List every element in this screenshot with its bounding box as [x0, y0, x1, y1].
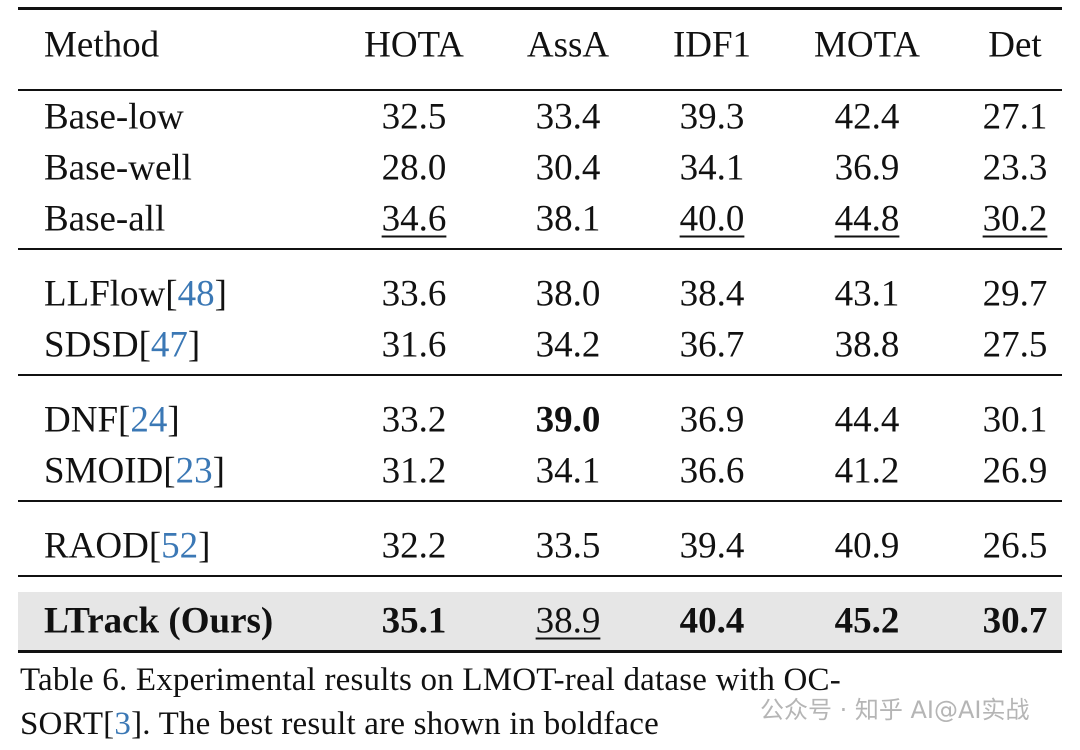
value-cell: 45.2 — [834, 600, 900, 642]
method-cell: Base-low — [44, 99, 184, 136]
value-cell: 36.9 — [679, 399, 745, 441]
value-cell: 38.1 — [535, 198, 601, 240]
value-cell: 27.1 — [982, 96, 1048, 138]
value-cell: 32.2 — [381, 525, 447, 567]
value-cell: 41.2 — [834, 450, 900, 492]
value-cell: 33.5 — [535, 525, 601, 567]
citation: 24 — [130, 399, 168, 441]
value-cell: 34.2 — [535, 324, 601, 366]
text-part: Base-well — [44, 147, 192, 189]
method-cell: RAOD[52] — [44, 528, 211, 565]
value-cell: 42.4 — [834, 96, 900, 138]
value-cell: 27.5 — [982, 324, 1048, 366]
caption-line: Table 6. Experimental results on LMOT-re… — [20, 662, 841, 699]
watermark: 公众号 · 知乎 AI@AI实战 — [760, 696, 1030, 724]
header-cell: HOTA — [364, 24, 464, 66]
text-part: ] — [187, 324, 201, 366]
bottom-rule — [18, 649, 1062, 653]
value-cell: 30.2 — [982, 198, 1048, 240]
value-cell: 33.2 — [381, 399, 447, 441]
value-cell: 40.9 — [834, 525, 900, 567]
value-cell: 31.2 — [381, 450, 447, 492]
citation: 48 — [177, 273, 215, 315]
text-part: SDSD[ — [44, 324, 151, 366]
text-part: ] — [214, 273, 227, 315]
value-cell: 23.3 — [982, 147, 1048, 189]
method-cell: DNF[24] — [44, 402, 180, 439]
method-cell: LTrack (Ours) — [44, 603, 273, 640]
group-rule — [18, 500, 1062, 502]
method-cell: Base-well — [44, 150, 192, 187]
header-cell: Method — [44, 24, 160, 66]
text-part: LTrack (Ours) — [44, 600, 274, 642]
value-cell: 39.4 — [679, 525, 745, 567]
header-cell: Det — [988, 24, 1042, 66]
header-rule — [18, 89, 1062, 91]
value-cell: 34.1 — [679, 147, 745, 189]
value-cell: 26.9 — [982, 450, 1048, 492]
value-cell: 40.0 — [679, 198, 745, 240]
value-cell: 44.8 — [834, 198, 900, 240]
value-cell: 32.5 — [381, 96, 447, 138]
citation: 52 — [161, 525, 199, 567]
value-cell: 36.6 — [679, 450, 745, 492]
value-cell: 31.6 — [381, 324, 447, 366]
method-cell: LLFlow[48] — [44, 276, 227, 313]
value-cell: 26.5 — [982, 525, 1048, 567]
text-part: Table 6. Experimental results on LMOT-re… — [20, 662, 841, 698]
value-cell: 38.8 — [834, 324, 900, 366]
value-cell: 43.1 — [834, 273, 900, 315]
citation: 3 — [114, 706, 132, 742]
text-part: ] — [198, 525, 211, 567]
text-part: SORT[ — [20, 706, 115, 742]
value-cell: 44.4 — [834, 399, 900, 441]
value-cell: 30.4 — [535, 147, 601, 189]
value-cell: 38.0 — [535, 273, 601, 315]
value-cell: 34.1 — [535, 450, 601, 492]
value-cell: 39.0 — [535, 399, 601, 441]
header-cell: AssA — [526, 24, 610, 66]
method-cell: Base-all — [44, 201, 165, 238]
text-part: ] — [212, 450, 225, 492]
text-part: LLFlow[ — [44, 273, 178, 315]
caption-line: SORT[3]. The best result are shown in bo… — [20, 706, 659, 743]
value-cell: 28.0 — [381, 147, 447, 189]
value-cell: 35.1 — [381, 600, 447, 642]
text-part: ] — [167, 399, 180, 441]
value-cell: 34.6 — [381, 198, 447, 240]
value-cell: 38.9 — [535, 600, 601, 642]
text-part: Base-low — [44, 96, 184, 138]
value-cell: 38.4 — [679, 273, 745, 315]
value-cell: 30.7 — [982, 600, 1048, 642]
text-part: ]. The best result are shown in boldface — [131, 706, 659, 742]
citation: 47 — [150, 324, 188, 366]
row-shade — [18, 592, 1062, 650]
value-cell: 36.9 — [834, 147, 900, 189]
group-rule — [18, 374, 1062, 376]
group-rule — [18, 575, 1062, 577]
value-cell: 36.7 — [679, 324, 745, 366]
header-cell: IDF1 — [672, 24, 752, 66]
value-cell: 39.3 — [679, 96, 745, 138]
value-cell: 29.7 — [982, 273, 1048, 315]
header-cell: MOTA — [814, 24, 920, 66]
text-part: DNF[ — [44, 399, 131, 441]
citation: 23 — [175, 450, 213, 492]
value-cell: 33.6 — [381, 273, 447, 315]
method-cell: SDSD[47] — [44, 327, 200, 364]
top-rule — [18, 6, 1062, 10]
text-part: RAOD[ — [44, 525, 162, 567]
method-cell: SMOID[23] — [44, 453, 225, 490]
value-cell: 30.1 — [982, 399, 1048, 441]
value-cell: 33.4 — [535, 96, 601, 138]
text-part: SMOID[ — [44, 450, 176, 492]
group-rule — [18, 248, 1062, 250]
value-cell: 40.4 — [679, 600, 745, 642]
text-part: Base-all — [44, 198, 166, 240]
